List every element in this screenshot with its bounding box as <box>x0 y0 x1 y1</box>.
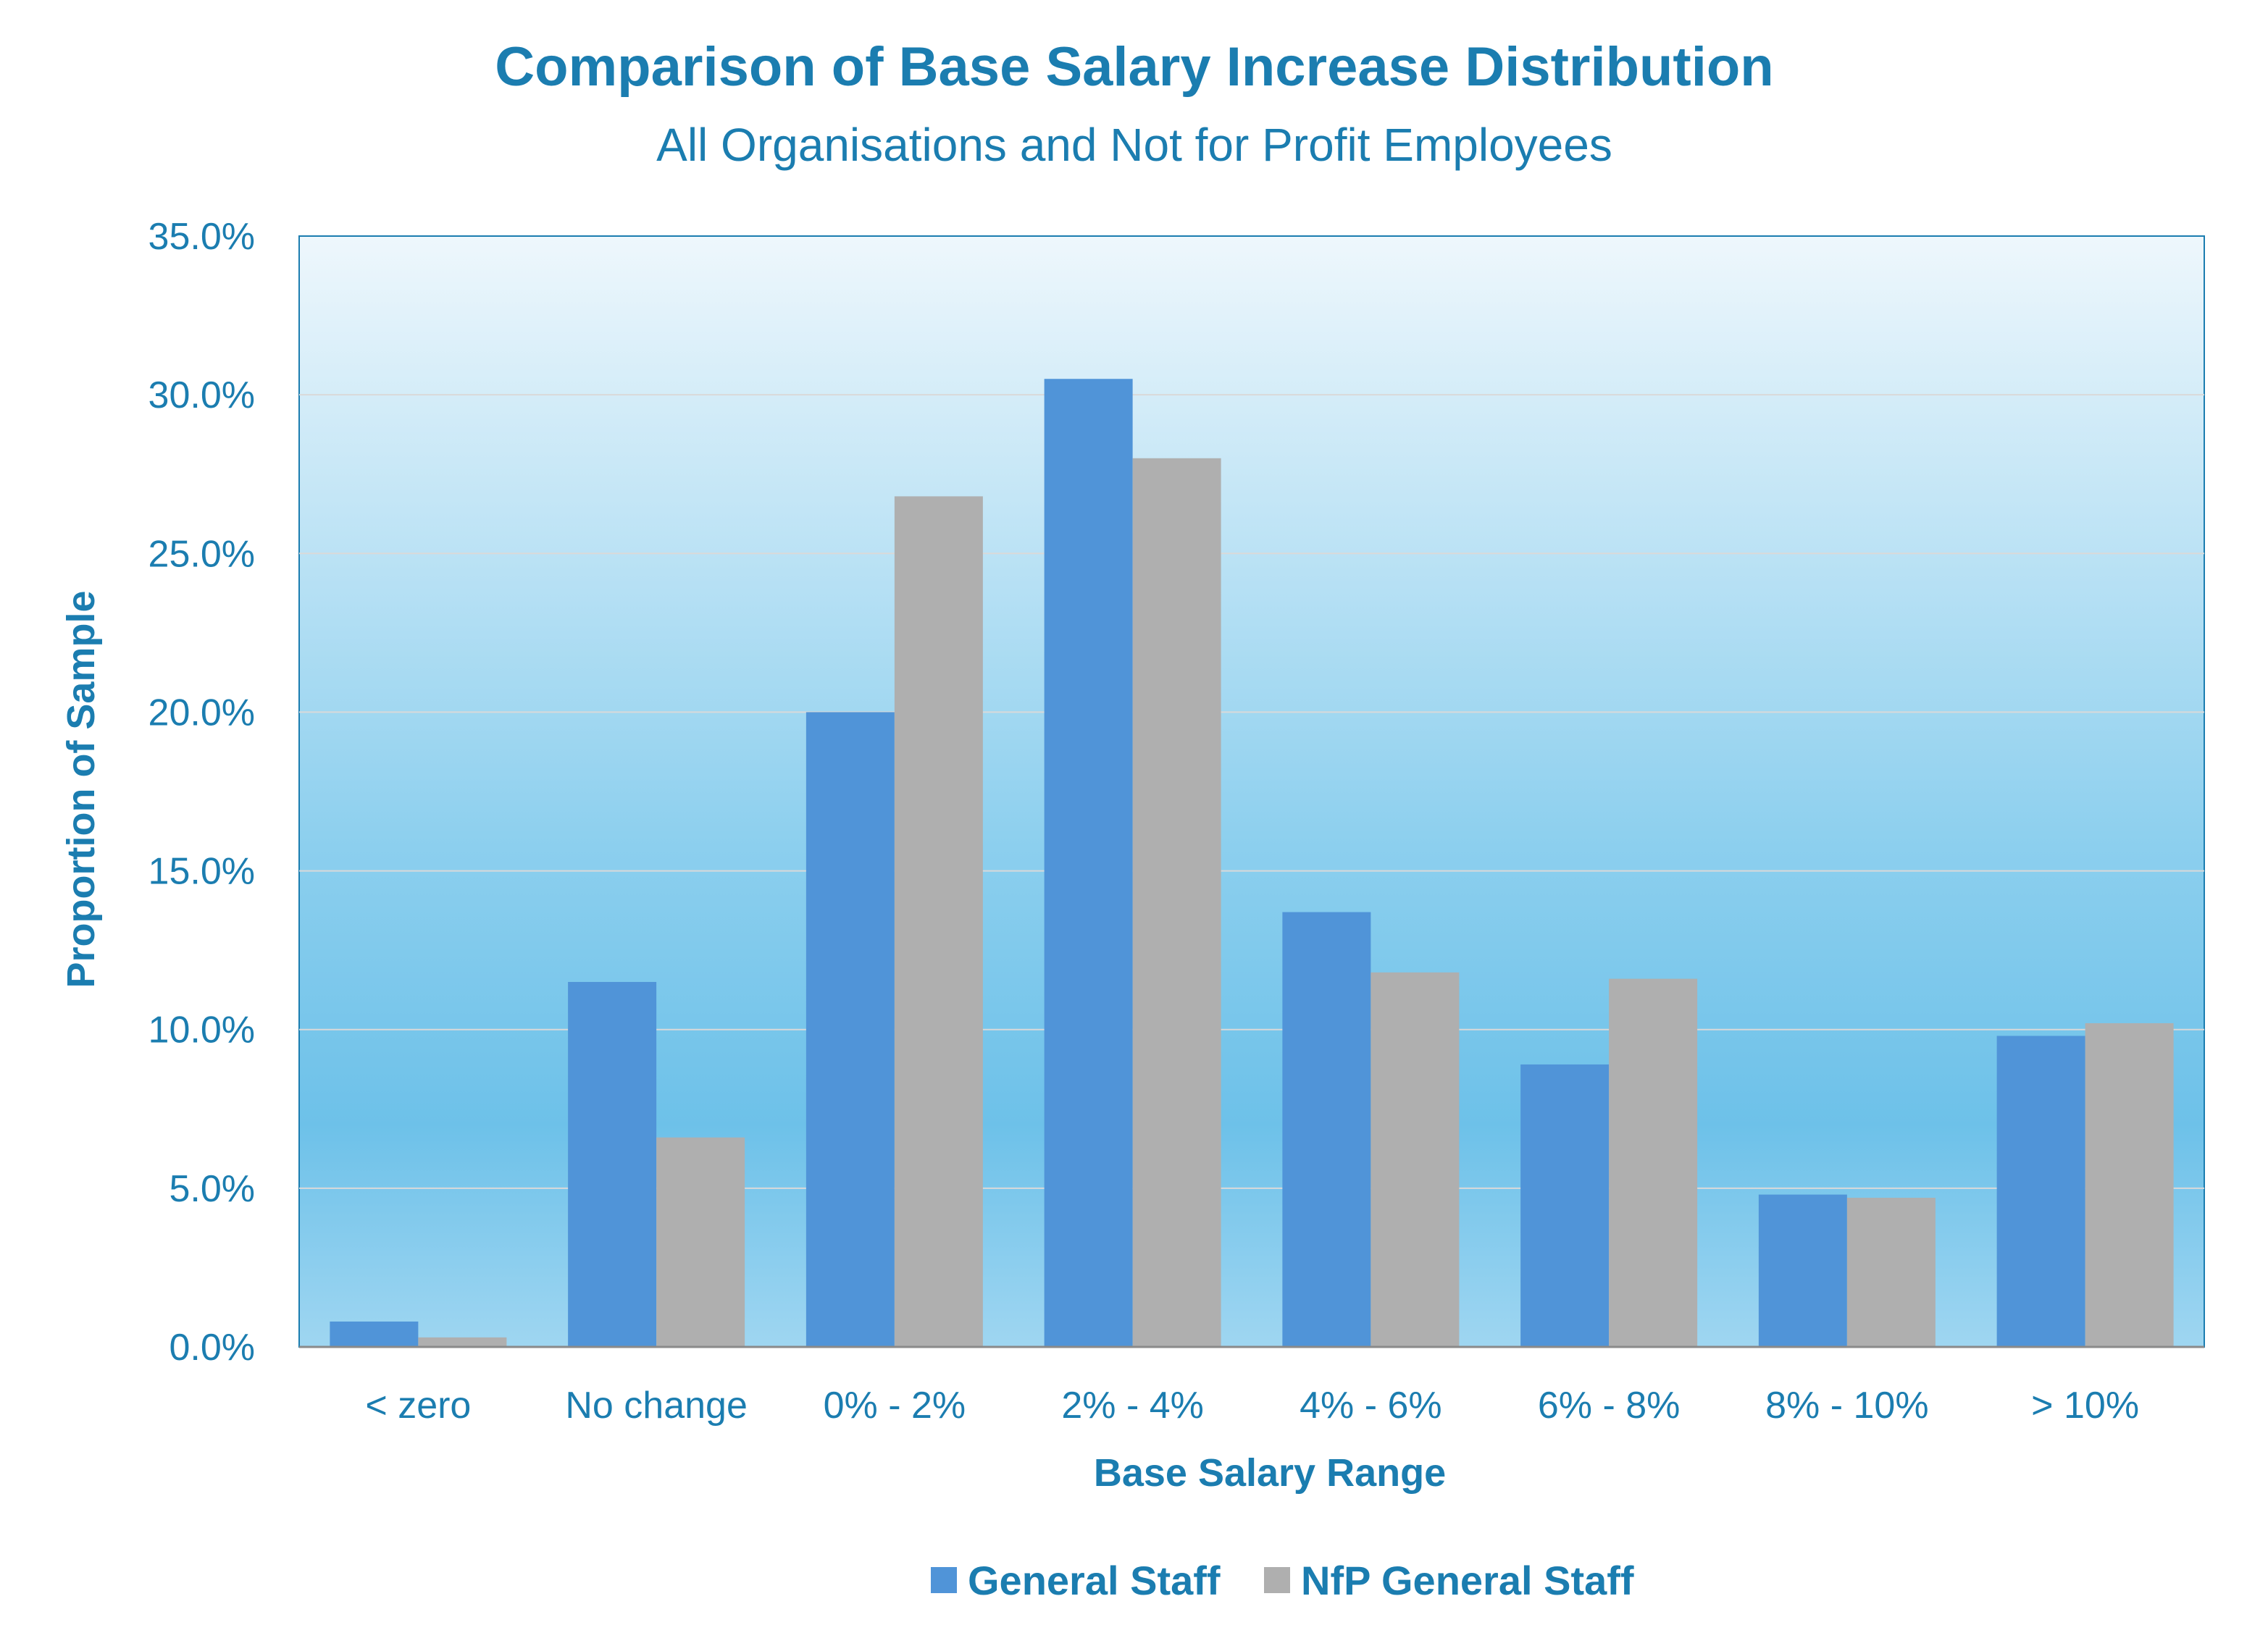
x-tick-label: < zero <box>365 1385 471 1427</box>
y-tick-label: 0.0% <box>169 1327 255 1369</box>
bar-general-staff <box>1044 379 1133 1348</box>
legend-label-nfp-general-staff: NfP General Staff <box>1301 1558 1634 1603</box>
bar-general-staff <box>1758 1194 1847 1347</box>
x-tick-label: No change <box>565 1385 748 1427</box>
x-tick-label: 6% - 8% <box>1538 1385 1681 1427</box>
y-tick-label: 20.0% <box>148 692 255 734</box>
x-axis-title: Base Salary Range <box>1094 1451 1446 1495</box>
bar-nfp-general-staff <box>2085 1023 2174 1347</box>
x-tick-label: 8% - 10% <box>1765 1385 1928 1427</box>
bar-general-staff <box>805 712 895 1347</box>
bar-general-staff <box>330 1321 419 1347</box>
x-tick-label: 4% - 6% <box>1300 1385 1442 1427</box>
bar-nfp-general-staff <box>1132 458 1221 1347</box>
bar-general-staff <box>1282 912 1371 1347</box>
y-tick-label: 10.0% <box>148 1009 255 1051</box>
bar-general-staff <box>1520 1064 1610 1347</box>
y-tick-label: 30.0% <box>148 374 255 416</box>
y-tick-label: 15.0% <box>148 851 255 893</box>
y-tick-labels: 0.0% 5.0% 10.0% 15.0% 20.0% 25.0% 30.0% 35.0% <box>148 216 255 1369</box>
legend-swatch-nfp-general-staff <box>1264 1567 1290 1593</box>
legend-label-general-staff: General Staff <box>968 1558 1221 1603</box>
y-axis-title: Proportion of Sample <box>59 590 103 988</box>
x-tick-label: 2% - 4% <box>1061 1385 1204 1427</box>
y-tick-label: 35.0% <box>148 216 255 258</box>
bar-nfp-general-staff <box>1846 1198 1936 1347</box>
y-tick-label: 5.0% <box>169 1168 255 1210</box>
chart-subtitle: All Organisations and Not for Profit Emp… <box>656 119 1612 171</box>
x-tick-label: 0% - 2% <box>824 1385 966 1427</box>
bar-general-staff <box>1996 1036 2085 1347</box>
bar-nfp-general-staff <box>656 1137 745 1347</box>
bar-nfp-general-staff <box>1371 972 1460 1347</box>
x-tick-labels: < zero No change 0% - 2% 2% - 4% 4% - 6% 6% -… <box>365 1385 2139 1427</box>
legend-swatch-general-staff <box>931 1567 957 1593</box>
bar-nfp-general-staff <box>418 1337 507 1347</box>
bar-nfp-general-staff <box>894 496 983 1347</box>
bar-general-staff <box>568 981 657 1347</box>
chart-title: Comparison of Base Salary Increase Distr… <box>495 36 1773 98</box>
bars <box>330 379 2174 1348</box>
bar-nfp-general-staff <box>1609 978 1698 1347</box>
x-tick-label: > 10% <box>2031 1385 2139 1427</box>
y-tick-label: 25.0% <box>148 533 255 575</box>
legend: General Staff NfP General Staff <box>931 1558 1634 1603</box>
